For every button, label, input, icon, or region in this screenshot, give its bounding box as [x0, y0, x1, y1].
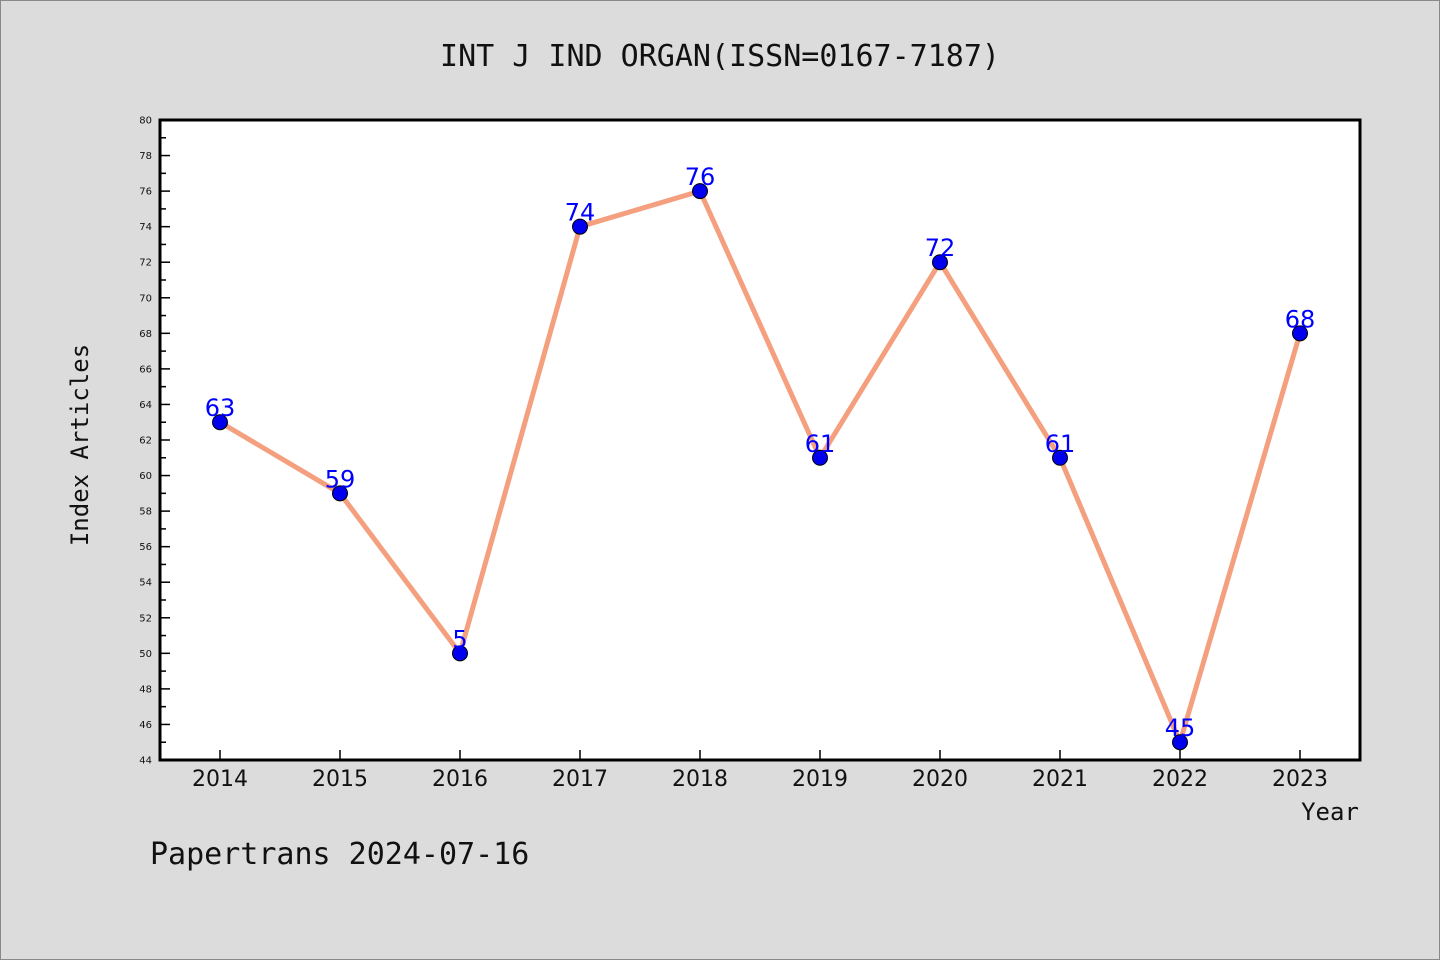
- y-tick-label: 68: [139, 329, 152, 340]
- x-tick-label: 2014: [192, 767, 248, 792]
- data-label: 72: [925, 234, 956, 262]
- y-tick-label: 46: [139, 720, 152, 731]
- series-line: [218, 188, 1303, 745]
- data-label: 61: [805, 430, 836, 458]
- data-point: [452, 645, 468, 662]
- data-labels: 63 59 5 74 76 61 72 61 45 68: [205, 163, 1316, 742]
- y-tick-label: 54: [139, 578, 152, 589]
- data-point: [1172, 734, 1188, 751]
- data-point: [572, 218, 588, 235]
- data-label: 61: [1045, 430, 1076, 458]
- x-tick-label: 2022: [1152, 767, 1208, 792]
- y-tick-label: 80: [139, 116, 152, 127]
- data-point: [1292, 325, 1308, 342]
- y-tick-label: 44: [139, 756, 152, 767]
- y-tick-label: 58: [139, 507, 152, 518]
- data-point: [812, 449, 828, 466]
- data-label: 76: [685, 163, 716, 191]
- y-tick-label: 56: [139, 542, 152, 553]
- data-point: [212, 414, 228, 431]
- x-tick-label: 2015: [312, 767, 368, 792]
- data-point: [692, 183, 708, 200]
- y-tick-label: 60: [139, 471, 152, 482]
- y-tick-label: 66: [139, 364, 152, 375]
- x-axis: 2014 2015 2016 2017 2018 2019 2020 2021 2022 2023: [192, 750, 1328, 792]
- x-tick-label: 2016: [432, 767, 488, 792]
- y-tick-label: 62: [139, 436, 152, 447]
- y-axis: 44 46 48 50 52 54 56 58 60 62 64 66 68 70 72 74 76 78 80: [139, 116, 170, 767]
- data-label: 68: [1285, 305, 1316, 333]
- x-tick-label: 2018: [672, 767, 728, 792]
- data-label: 59: [325, 465, 356, 493]
- x-tick-label: 2019: [792, 767, 848, 792]
- y-tick-label: 50: [139, 649, 152, 660]
- y-tick-label: 76: [139, 187, 152, 198]
- y-tick-label: 70: [139, 293, 152, 304]
- data-point: [932, 254, 948, 271]
- y-tick-label: 72: [139, 258, 152, 269]
- data-point: [1052, 449, 1068, 466]
- y-tick-label: 78: [139, 151, 152, 162]
- data-label: 74: [565, 199, 596, 227]
- data-label: 63: [205, 394, 236, 422]
- y-axis-label: Index Articles: [66, 344, 94, 546]
- x-axis-label: Year: [1301, 798, 1359, 826]
- x-tick-label: 2023: [1272, 767, 1328, 792]
- data-label: 5: [452, 625, 467, 653]
- series-polyline: [218, 188, 1303, 745]
- data-label: 45: [1165, 714, 1196, 742]
- y-tick-label: 64: [139, 400, 152, 411]
- x-tick-label: 2021: [1032, 767, 1088, 792]
- y-tick-label: 52: [139, 613, 152, 624]
- chart-title: INT J IND ORGAN(ISSN=0167-7187): [440, 39, 1000, 74]
- data-point: [332, 485, 348, 502]
- y-tick-label: 48: [139, 684, 152, 695]
- footer-credit: Papertrans 2024-07-16: [150, 837, 529, 872]
- x-tick-label: 2020: [912, 767, 968, 792]
- plot-area: [158, 118, 1362, 762]
- y-tick-label: 74: [139, 222, 152, 233]
- x-tick-label: 2017: [552, 767, 608, 792]
- data-points: [212, 183, 1308, 751]
